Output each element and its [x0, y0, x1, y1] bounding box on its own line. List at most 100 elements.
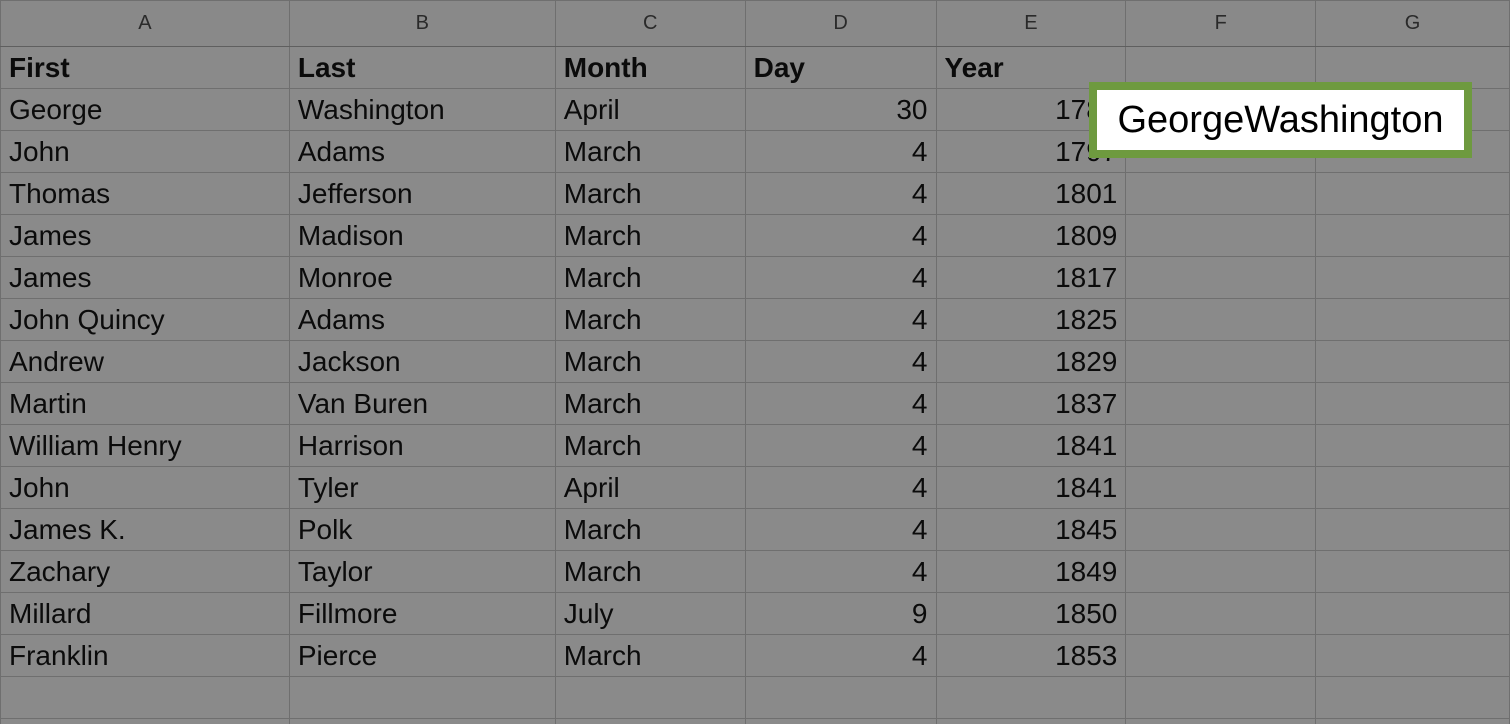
- cell-empty[interactable]: [1315, 298, 1510, 341]
- cell-first[interactable]: Thomas: [0, 172, 290, 215]
- cell-empty[interactable]: [1125, 676, 1317, 719]
- cell-empty[interactable]: [1125, 424, 1317, 467]
- cell-empty[interactable]: [935, 718, 1127, 724]
- cell-empty[interactable]: [1315, 172, 1510, 215]
- cell-empty[interactable]: [1125, 382, 1317, 425]
- cell-last[interactable]: Jackson: [288, 340, 556, 383]
- cell-empty[interactable]: [1125, 340, 1317, 383]
- cell-empty[interactable]: [1315, 508, 1510, 551]
- cell-month[interactable]: March: [554, 424, 746, 467]
- cell-year[interactable]: 1850: [935, 592, 1127, 635]
- cell-year[interactable]: 1837: [935, 382, 1127, 425]
- column-header-e[interactable]: E: [935, 0, 1127, 47]
- cell-last[interactable]: Van Buren: [288, 382, 556, 425]
- cell-empty[interactable]: [1125, 718, 1317, 724]
- cell-month[interactable]: March: [554, 214, 746, 257]
- cell-month[interactable]: March: [554, 130, 746, 173]
- cell-first[interactable]: Zachary: [0, 550, 290, 593]
- cell-empty[interactable]: [1315, 46, 1510, 89]
- cell-first[interactable]: Millard: [0, 592, 290, 635]
- cell-day[interactable]: 4: [744, 466, 937, 509]
- cell-empty[interactable]: [1315, 466, 1510, 509]
- cell-empty[interactable]: [554, 718, 746, 724]
- cell-empty[interactable]: [1125, 592, 1317, 635]
- cell-month[interactable]: March: [554, 298, 746, 341]
- cell-year[interactable]: 1849: [935, 550, 1127, 593]
- column-header-c[interactable]: C: [554, 0, 746, 47]
- cell-year[interactable]: 1817: [935, 256, 1127, 299]
- cell-header-month[interactable]: Month: [554, 46, 746, 89]
- cell-first[interactable]: Martin: [0, 382, 290, 425]
- column-header-b[interactable]: B: [288, 0, 556, 47]
- cell-day[interactable]: 4: [744, 508, 937, 551]
- cell-year[interactable]: 1809: [935, 214, 1127, 257]
- cell-empty[interactable]: [288, 718, 556, 724]
- cell-empty[interactable]: [1315, 634, 1510, 677]
- cell-empty[interactable]: [1315, 424, 1510, 467]
- cell-empty[interactable]: [744, 676, 937, 719]
- cell-empty[interactable]: [0, 676, 290, 719]
- cell-empty[interactable]: [1125, 214, 1317, 257]
- cell-empty[interactable]: [1315, 592, 1510, 635]
- cell-month[interactable]: March: [554, 340, 746, 383]
- column-header-a[interactable]: A: [0, 0, 290, 47]
- cell-first[interactable]: John: [0, 466, 290, 509]
- cell-first[interactable]: John Quincy: [0, 298, 290, 341]
- cell-day[interactable]: 4: [744, 298, 937, 341]
- cell-empty[interactable]: [1125, 508, 1317, 551]
- cell-empty[interactable]: [1125, 256, 1317, 299]
- cell-last[interactable]: Adams: [288, 298, 556, 341]
- cell-last[interactable]: Tyler: [288, 466, 556, 509]
- cell-empty[interactable]: [1315, 256, 1510, 299]
- cell-first[interactable]: James: [0, 214, 290, 257]
- cell-year[interactable]: 1853: [935, 634, 1127, 677]
- cell-last[interactable]: Monroe: [288, 256, 556, 299]
- cell-year[interactable]: 1841: [935, 424, 1127, 467]
- cell-year[interactable]: 1825: [935, 298, 1127, 341]
- cell-header-first[interactable]: First: [0, 46, 290, 89]
- cell-empty[interactable]: [1315, 550, 1510, 593]
- cell-empty[interactable]: [1315, 718, 1510, 724]
- cell-last[interactable]: Polk: [288, 508, 556, 551]
- cell-year[interactable]: 1829: [935, 340, 1127, 383]
- cell-month[interactable]: July: [554, 592, 746, 635]
- cell-empty[interactable]: [288, 676, 556, 719]
- cell-empty[interactable]: [1125, 172, 1317, 215]
- cell-last[interactable]: Pierce: [288, 634, 556, 677]
- cell-empty[interactable]: [935, 676, 1127, 719]
- cell-empty[interactable]: [1315, 676, 1510, 719]
- cell-day[interactable]: 9: [744, 592, 937, 635]
- cell-last[interactable]: Taylor: [288, 550, 556, 593]
- cell-last[interactable]: Fillmore: [288, 592, 556, 635]
- cell-header-last[interactable]: Last: [288, 46, 556, 89]
- cell-day[interactable]: 4: [744, 340, 937, 383]
- column-header-g[interactable]: G: [1315, 0, 1510, 47]
- cell-empty[interactable]: [554, 676, 746, 719]
- cell-empty[interactable]: [1315, 340, 1510, 383]
- cell-empty[interactable]: [1315, 214, 1510, 257]
- cell-month[interactable]: March: [554, 172, 746, 215]
- cell-empty[interactable]: [1125, 634, 1317, 677]
- cell-first[interactable]: William Henry: [0, 424, 290, 467]
- cell-day[interactable]: 4: [744, 214, 937, 257]
- cell-day[interactable]: 4: [744, 634, 937, 677]
- cell-last[interactable]: Harrison: [288, 424, 556, 467]
- cell-month[interactable]: March: [554, 634, 746, 677]
- cell-empty[interactable]: [1125, 550, 1317, 593]
- cell-first[interactable]: Franklin: [0, 634, 290, 677]
- cell-first[interactable]: James: [0, 256, 290, 299]
- cell-header-year[interactable]: Year: [935, 46, 1127, 89]
- cell-empty[interactable]: [744, 718, 937, 724]
- active-cell-editor[interactable]: GeorgeWashington: [1089, 82, 1472, 158]
- cell-empty[interactable]: [1125, 466, 1317, 509]
- cell-day[interactable]: 4: [744, 424, 937, 467]
- cell-year[interactable]: 1845: [935, 508, 1127, 551]
- cell-day[interactable]: 30: [744, 88, 937, 131]
- cell-last[interactable]: Madison: [288, 214, 556, 257]
- cell-first[interactable]: James K.: [0, 508, 290, 551]
- cell-month[interactable]: April: [554, 88, 746, 131]
- cell-month[interactable]: March: [554, 508, 746, 551]
- column-header-d[interactable]: D: [744, 0, 937, 47]
- cell-first[interactable]: John: [0, 130, 290, 173]
- cell-last[interactable]: Jefferson: [288, 172, 556, 215]
